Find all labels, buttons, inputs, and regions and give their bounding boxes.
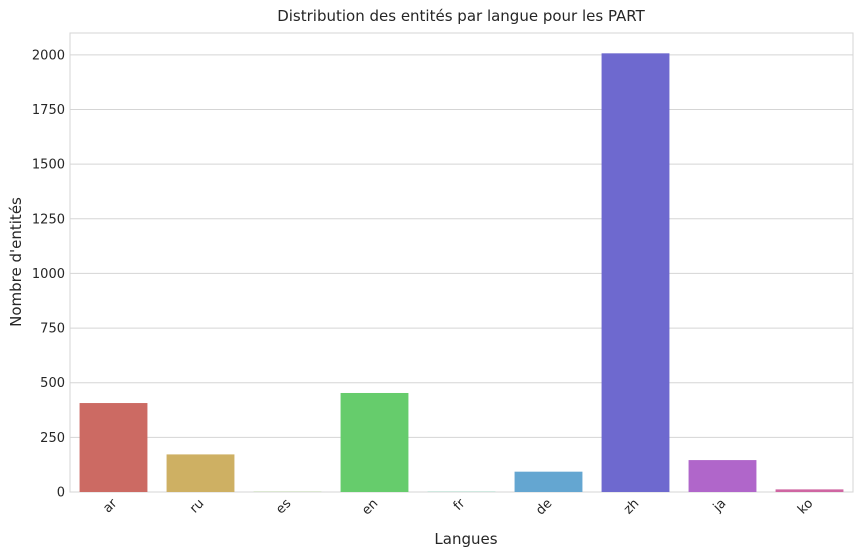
y-tick-label: 1000: [32, 267, 65, 282]
y-tick-label: 1500: [32, 158, 65, 173]
x-tick-label-ko: ko: [795, 496, 816, 517]
x-tick-label-fr: fr: [451, 496, 469, 514]
y-tick-labels: 0 250 500 750 1000 1250 1500 1750 2000: [32, 48, 65, 500]
x-tick-label-en: en: [359, 496, 381, 518]
x-tick-label-es: es: [273, 496, 294, 517]
x-tick-label-ru: ru: [187, 496, 207, 516]
y-tick-label: 1250: [32, 212, 65, 227]
bar-de: [514, 471, 583, 492]
bar-en: [340, 392, 409, 492]
grid-lines: [70, 54, 853, 493]
bars: [79, 53, 844, 492]
y-axis-title: Nombre d'entités: [7, 197, 25, 327]
y-tick-label: 250: [40, 431, 65, 446]
plot-background: [69, 32, 854, 493]
chart-title: Distribution des entités par langue pour…: [277, 7, 645, 25]
y-tick-label: 750: [40, 322, 65, 337]
x-tick-label-ar: ar: [100, 496, 120, 516]
x-tick-labels: ar ru es en fr de zh ja ko: [100, 496, 816, 519]
x-tick-label-ja: ja: [710, 496, 730, 516]
bar-ru: [166, 454, 235, 492]
y-tick-label: 1750: [32, 103, 65, 118]
y-tick-label: 500: [40, 376, 65, 391]
x-axis-title: Langues: [434, 530, 497, 548]
x-tick-label-de: de: [533, 496, 555, 518]
bar-ko: [775, 489, 844, 492]
bar-ar: [79, 403, 148, 492]
bar-ja: [688, 460, 757, 492]
bar-zh: [601, 53, 670, 492]
x-tick-label-zh: zh: [621, 496, 642, 517]
y-tick-label: 0: [57, 486, 65, 501]
y-tick-label: 2000: [32, 48, 65, 63]
